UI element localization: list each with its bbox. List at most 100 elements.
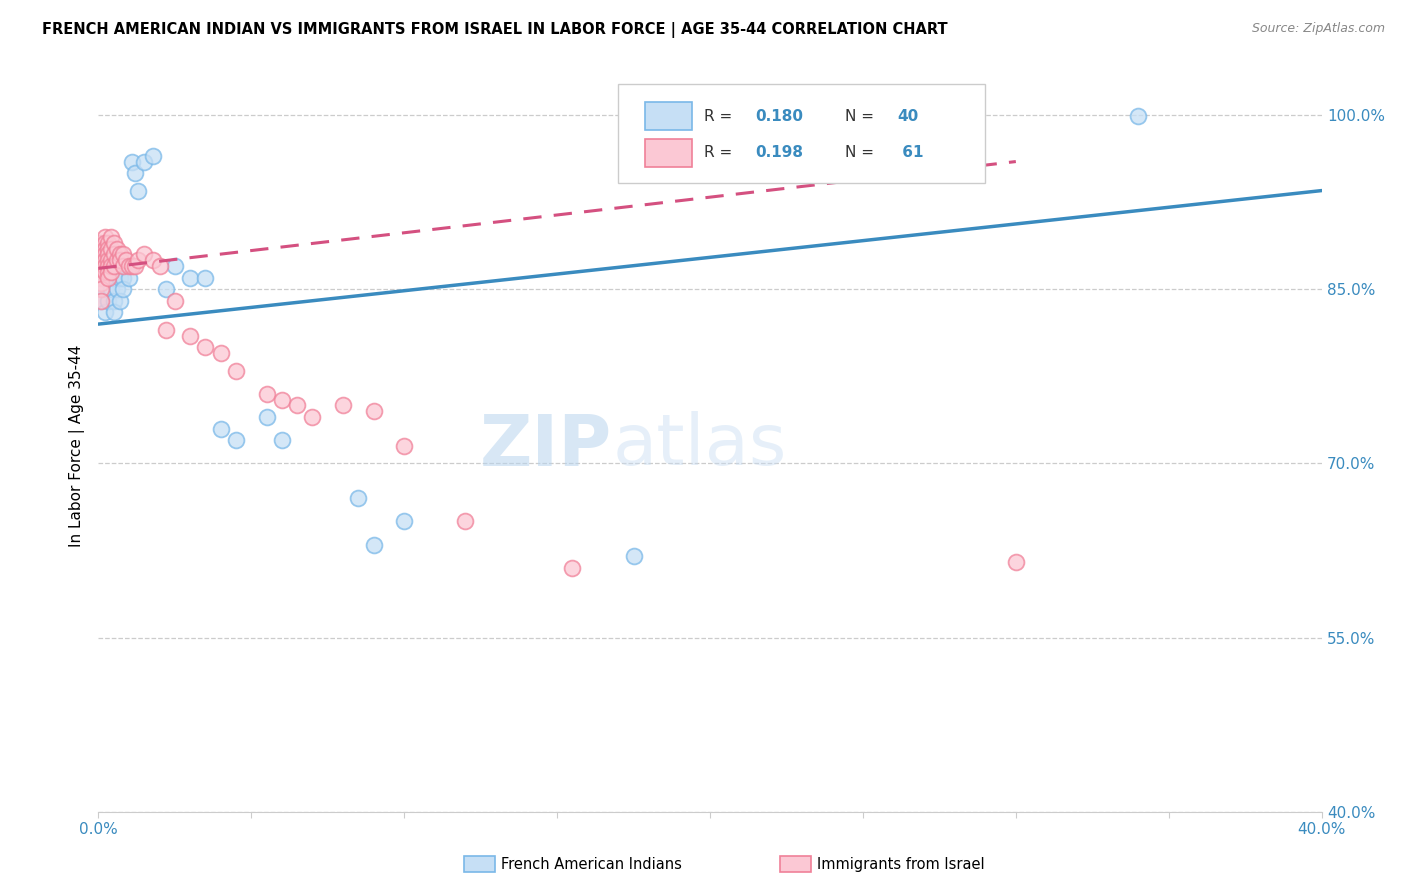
Point	[90, 253, 112, 268]
Point	[301, 409, 323, 424]
Point	[124, 259, 146, 273]
Point	[270, 433, 292, 447]
Text: N =: N =	[845, 109, 879, 124]
Y-axis label: In Labor Force | Age 35-44: In Labor Force | Age 35-44	[69, 345, 86, 547]
Point	[256, 409, 278, 424]
Point	[100, 253, 122, 268]
Text: ZIP: ZIP	[479, 411, 612, 481]
Point	[93, 247, 115, 261]
Point	[93, 265, 115, 279]
Point	[100, 259, 122, 273]
Point	[97, 270, 120, 285]
Point	[100, 282, 122, 296]
Point	[90, 282, 112, 296]
Point	[194, 270, 217, 285]
Text: N =: N =	[845, 145, 879, 161]
Point	[1004, 555, 1026, 569]
Point	[90, 270, 112, 285]
Point	[209, 421, 232, 435]
Point	[363, 538, 385, 552]
Point	[100, 259, 122, 273]
Point	[111, 282, 134, 296]
Point	[121, 259, 143, 273]
FancyBboxPatch shape	[619, 84, 986, 183]
Point	[97, 235, 120, 250]
Point	[108, 247, 131, 261]
Text: Source: ZipAtlas.com: Source: ZipAtlas.com	[1251, 22, 1385, 36]
Point	[103, 293, 125, 308]
Point	[93, 242, 115, 256]
Point	[97, 247, 120, 261]
Point	[100, 265, 122, 279]
Text: R =: R =	[704, 109, 737, 124]
Point	[90, 235, 112, 250]
Point	[363, 404, 385, 418]
Point	[225, 433, 247, 447]
Point	[454, 515, 477, 529]
Point	[127, 184, 149, 198]
Point	[1128, 109, 1150, 123]
Point	[134, 154, 156, 169]
Point	[103, 259, 125, 273]
Point	[97, 293, 120, 308]
Point	[115, 253, 138, 268]
Point	[163, 293, 186, 308]
Point	[347, 491, 370, 506]
FancyBboxPatch shape	[645, 139, 692, 167]
Point	[93, 305, 115, 319]
Point	[90, 270, 112, 285]
Point	[90, 259, 112, 273]
Point	[103, 305, 125, 319]
Point	[179, 270, 201, 285]
Point	[142, 149, 165, 163]
Point	[105, 259, 128, 273]
Point	[194, 340, 217, 354]
Point	[392, 515, 416, 529]
Point	[118, 270, 141, 285]
Point	[103, 247, 125, 261]
Point	[108, 253, 131, 268]
Point	[93, 230, 115, 244]
Point	[108, 270, 131, 285]
Point	[121, 154, 143, 169]
Point	[105, 282, 128, 296]
Point	[90, 277, 112, 291]
Text: Immigrants from Israel: Immigrants from Israel	[817, 857, 984, 871]
Point	[179, 328, 201, 343]
Point	[97, 253, 120, 268]
Point	[623, 549, 645, 564]
Point	[97, 247, 120, 261]
Point	[111, 259, 134, 273]
Point	[163, 259, 186, 273]
Point	[134, 247, 156, 261]
Point	[225, 363, 247, 377]
Point	[90, 265, 112, 279]
Point	[93, 282, 115, 296]
Point	[285, 398, 308, 412]
Point	[111, 270, 134, 285]
Text: French American Indians: French American Indians	[501, 857, 682, 871]
Point	[332, 398, 354, 412]
Point	[392, 439, 416, 453]
Point	[105, 242, 128, 256]
Point	[100, 230, 122, 244]
Point	[97, 242, 120, 256]
Text: 40: 40	[897, 109, 918, 124]
Point	[103, 235, 125, 250]
Point	[256, 386, 278, 401]
Point	[93, 235, 115, 250]
Point	[93, 259, 115, 273]
Text: 0.198: 0.198	[755, 145, 803, 161]
FancyBboxPatch shape	[645, 103, 692, 130]
Point	[90, 247, 112, 261]
Point	[108, 293, 131, 308]
Point	[155, 282, 177, 296]
Text: 0.180: 0.180	[755, 109, 803, 124]
Text: R =: R =	[704, 145, 737, 161]
Point	[155, 323, 177, 337]
Point	[142, 253, 165, 268]
Point	[100, 242, 122, 256]
Point	[90, 293, 112, 308]
Point	[93, 259, 115, 273]
Point	[118, 259, 141, 273]
